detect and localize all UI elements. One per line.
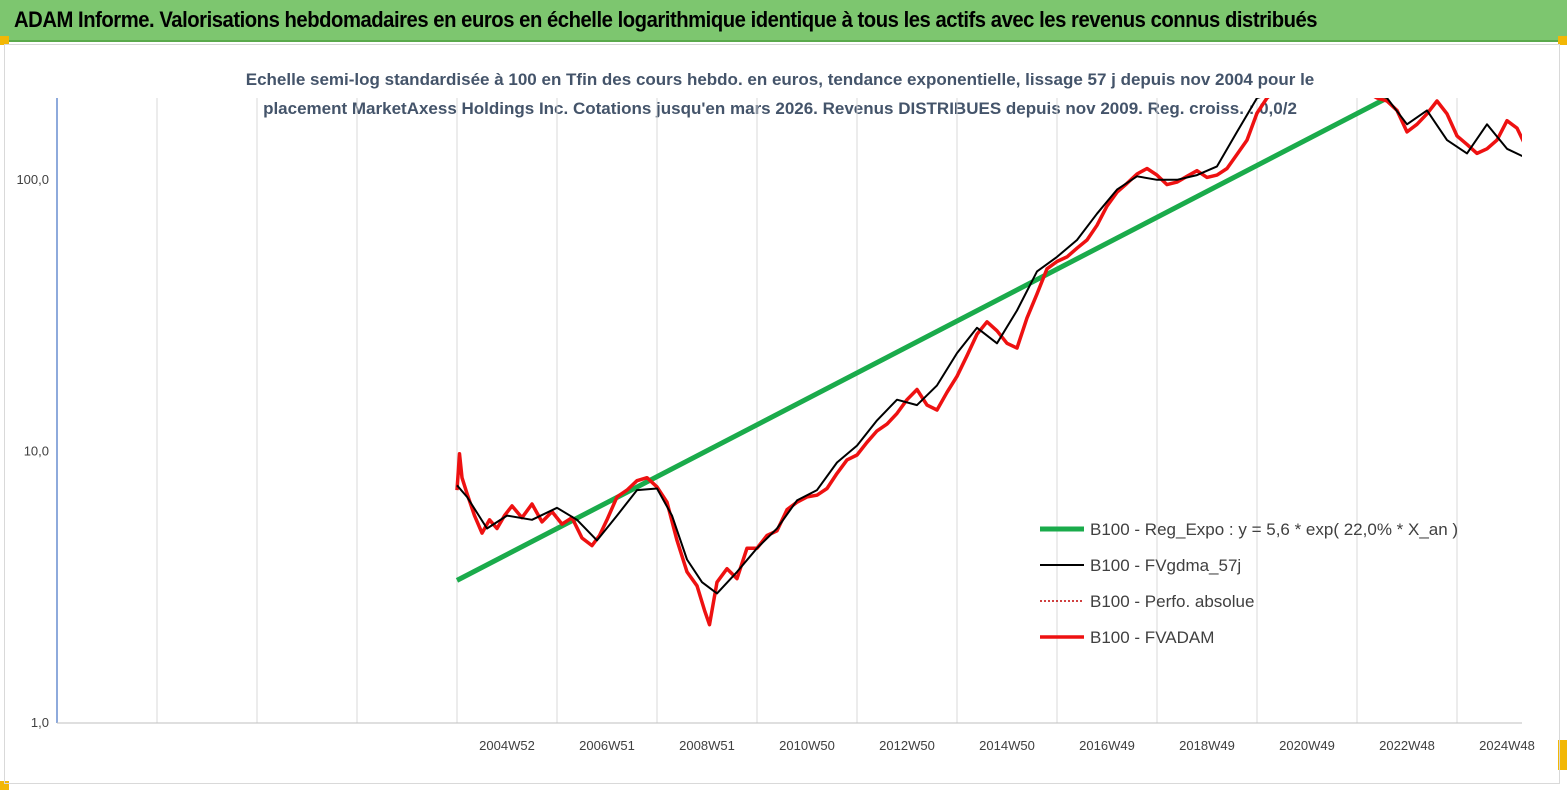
x-tick-label: 2022W48 (1379, 738, 1435, 753)
y-tick-label: 10,0 (24, 443, 49, 458)
series-line-gdma (456, 98, 1522, 595)
corner-marker (1558, 740, 1567, 770)
legend-label-gdma: B100 - FVgdma_57j (1090, 556, 1241, 575)
legend: B100 - Reg_Expo : y = 5,6 * exp( 22,0% *… (1040, 520, 1458, 647)
y-tick-label: 100,0 (16, 172, 49, 187)
corner-marker (1558, 36, 1567, 45)
legend-label-reg: B100 - Reg_Expo : y = 5,6 * exp( 22,0% *… (1090, 520, 1458, 539)
x-tick-label: 2010W50 (779, 738, 835, 753)
series-line-reg (455, 98, 1389, 583)
y-tick-label: 1,0 (31, 715, 49, 730)
x-tick-label: 2018W49 (1179, 738, 1235, 753)
gridlines (56, 98, 1458, 723)
chart-title-line-2: placement MarketAxess Holdings Inc. Cota… (263, 99, 1297, 118)
axes: 1,0 10,0 100,0 2004W52 2006W51 2008W51 2010W50… (16, 98, 1535, 753)
chart-title: Echelle semi-log standardisée à 100 en T… (246, 70, 1315, 118)
page-title: ADAM Informe. Valorisations hebdomadaire… (14, 7, 1318, 32)
x-tick-label: 2020W49 (1279, 738, 1335, 753)
corner-marker (0, 36, 9, 45)
x-tick-label: 2008W51 (679, 738, 735, 753)
series-line-fvadam (455, 98, 1522, 627)
legend-label-perfo: B100 - Perfo. absolue (1090, 592, 1254, 611)
x-tick-label: 2004W52 (479, 738, 535, 753)
corner-marker (0, 781, 9, 790)
chart-frame (4, 44, 1560, 784)
x-tick-label: 2006W51 (579, 738, 635, 753)
chart-title-line-1: Echelle semi-log standardisée à 100 en T… (246, 70, 1315, 89)
x-tick-label: 2016W49 (1079, 738, 1135, 753)
series-lines (455, 98, 1522, 627)
x-tick-label: 2024W48 (1479, 738, 1535, 753)
x-tick-label: 2014W50 (979, 738, 1035, 753)
x-tick-label: 2012W50 (879, 738, 935, 753)
header-banner: ADAM Informe. Valorisations hebdomadaire… (0, 0, 1567, 42)
legend-label-fvadam: B100 - FVADAM (1090, 628, 1214, 647)
